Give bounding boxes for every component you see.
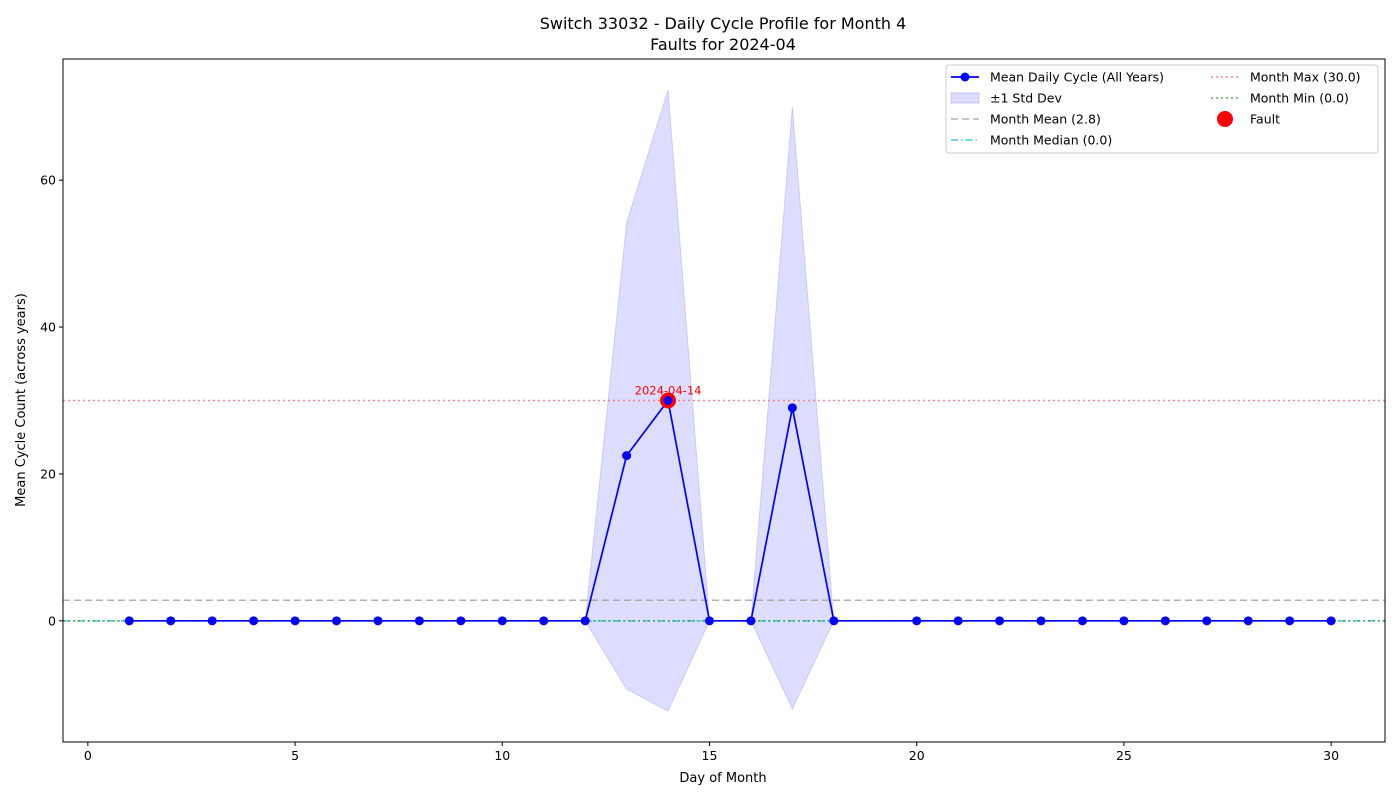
fault-point-0 (663, 396, 673, 405)
series-point-day-9 (456, 616, 466, 626)
series-point-day-2 (166, 616, 176, 626)
series-point-day-5 (290, 616, 300, 626)
series-point-day-13 (622, 451, 632, 461)
series-point-day-4 (249, 616, 259, 626)
chart-subtitle: Faults for 2024-04 (650, 35, 796, 54)
series-point-day-10 (497, 616, 507, 626)
x-tick-label-15: 15 (702, 748, 718, 763)
series-point-day-26 (1160, 616, 1170, 626)
x-tick-label-0: 0 (84, 748, 92, 763)
series-point-day-3 (207, 616, 217, 626)
series-point-day-21 (953, 616, 963, 626)
plot-area: 2024-04-14 (63, 89, 1385, 712)
series-point-day-29 (1285, 616, 1295, 626)
fault-label-0: 2024-04-14 (635, 384, 702, 398)
series-point-day-17 (787, 403, 797, 413)
legend-handle-6 (1217, 111, 1233, 127)
legend-label-1: ±1 Std Dev (990, 91, 1062, 106)
y-tick-label-60: 60 (40, 173, 56, 188)
series-point-day-22 (995, 616, 1005, 626)
series-point-day-12 (580, 616, 590, 626)
series-point-day-16 (746, 616, 756, 626)
plot-frame (62, 58, 1386, 743)
series-point-day-15 (704, 616, 714, 626)
legend-label-3: Month Median (0.0) (990, 133, 1112, 148)
series-point-day-8 (414, 616, 424, 626)
legend-handle-1 (950, 92, 980, 104)
legend-label-4: Month Max (30.0) (1250, 70, 1361, 85)
series-point-day-27 (1202, 616, 1212, 626)
series-point-day-18 (829, 616, 839, 626)
legend-label-0: Mean Daily Cycle (All Years) (990, 70, 1164, 85)
series-point-day-7 (373, 616, 383, 626)
series-point-day-23 (1036, 616, 1046, 626)
legend-label-6: Fault (1250, 112, 1280, 127)
x-axis-label: Day of Month (679, 771, 766, 786)
x-tick-label-30: 30 (1323, 748, 1339, 763)
y-tick-label-0: 0 (48, 613, 56, 628)
series-point-day-11 (539, 616, 549, 626)
x-tick-label-20: 20 (909, 748, 925, 763)
series-point-day-6 (332, 616, 342, 626)
axes: 0 5 10 15 20 25 30 0 20 40 60 (40, 173, 1339, 763)
legend-handle-marker-0 (960, 72, 970, 82)
y-tick-label-20: 20 (40, 466, 56, 481)
series-point-day-30 (1326, 616, 1336, 626)
legend-label-5: Month Min (0.0) (1250, 91, 1349, 106)
chart-title: Switch 33032 - Daily Cycle Profile for M… (540, 14, 907, 33)
series-line (129, 398, 1332, 622)
legend: Mean Daily Cycle (All Years) ±1 Std Dev Mo… (945, 64, 1379, 154)
legend-label-2: Month Mean (2.8) (990, 112, 1101, 127)
y-axis-label: Mean Cycle Count (across years) (14, 293, 29, 507)
x-tick-label-10: 10 (494, 748, 510, 763)
series-point-day-20 (912, 616, 922, 626)
series-point-day-24 (1077, 616, 1087, 626)
legend-box (945, 64, 1379, 154)
series-point-day-28 (1243, 616, 1253, 626)
series-point-day-25 (1119, 616, 1129, 626)
x-tick-label-25: 25 (1116, 748, 1132, 763)
series-point-day-1 (124, 616, 134, 626)
x-tick-label-5: 5 (291, 748, 299, 763)
y-tick-label-40: 40 (40, 320, 56, 335)
